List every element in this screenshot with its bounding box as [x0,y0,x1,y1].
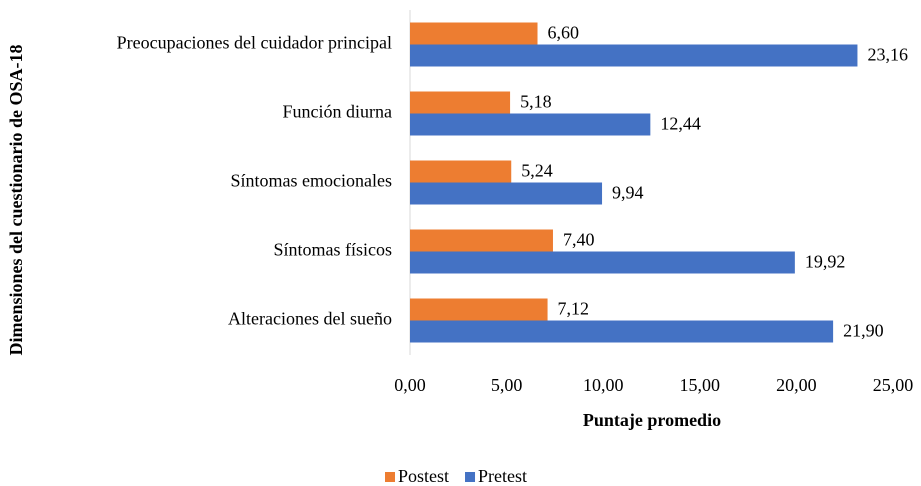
value-label: 6,60 [548,23,580,43]
bar [410,229,553,252]
bar [410,298,548,321]
legend-label: Pretest [478,466,527,486]
value-label: 7,12 [558,299,590,319]
x-tick-label: 5,00 [491,375,523,395]
value-label: 5,24 [521,161,553,181]
y-tick-label: Preocupaciones del cuidador principal [117,33,392,53]
bar [410,251,795,274]
value-label: 19,92 [805,252,846,272]
bar [410,113,651,136]
y-axis-title: Dimensiones del cuestionario de OSA-18 [6,44,26,355]
y-tick-label: Síntomas físicos [273,240,392,260]
legend-swatch [465,472,476,482]
y-tick-label: Función diurna [283,102,393,122]
bar [410,22,538,45]
bar [410,44,858,67]
value-label: 12,44 [660,114,701,134]
bar [410,320,834,343]
value-label: 5,18 [520,92,552,112]
x-tick-label: 25,00 [873,375,914,395]
bar [410,182,603,205]
value-label: 23,16 [867,45,908,65]
bar [410,160,512,183]
value-label: 9,94 [612,183,644,203]
x-tick-label: 20,00 [776,375,817,395]
legend-swatch [385,472,395,482]
y-tick-label: Alteraciones del sueño [228,309,392,329]
y-tick-label: Síntomas emocionales [231,171,392,191]
x-tick-label: 0,00 [394,375,426,395]
legend-label: Postest [398,466,449,486]
x-tick-label: 10,00 [583,375,624,395]
x-tick-label: 15,00 [680,375,721,395]
x-axis-title: Puntaje promedio [583,410,721,430]
bar [410,91,511,114]
value-label: 21,90 [843,321,884,341]
value-label: 7,40 [563,230,595,250]
